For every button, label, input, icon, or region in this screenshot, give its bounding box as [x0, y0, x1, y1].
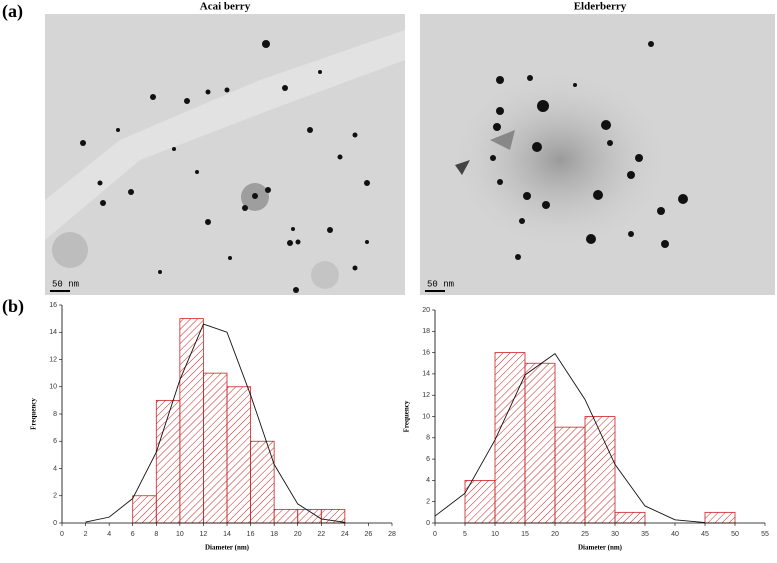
bar [554, 426, 586, 524]
y-tick-label: 12 [49, 356, 57, 363]
x-tick-label: 16 [247, 531, 255, 538]
y-tick-label: 18 [422, 328, 430, 335]
fit-curve [85, 323, 345, 523]
bar [226, 386, 251, 524]
panel-label: (b) [2, 296, 24, 317]
x-tick-label: 12 [200, 531, 208, 538]
bar [614, 511, 646, 524]
bar [584, 416, 616, 524]
y-tick-label: 4 [426, 477, 430, 484]
x-tick-label: 2 [84, 531, 88, 538]
bar [179, 318, 204, 524]
x-tick-label: 24 [341, 531, 349, 538]
x-tick-label: 35 [641, 531, 649, 538]
bar [704, 511, 736, 524]
x-tick-label: 25 [581, 531, 589, 538]
y-tick-label: 0 [53, 520, 57, 527]
x-axis-label: Diameter (nm) [205, 544, 250, 552]
x-tick-label: 14 [223, 531, 231, 538]
y-tick-label: 4 [53, 465, 57, 472]
x-tick-label: 40 [671, 531, 679, 538]
x-tick-label: 10 [491, 531, 499, 538]
bar [524, 362, 556, 524]
bar [273, 508, 299, 524]
x-tick-label: 5 [463, 531, 467, 538]
image-title: Acai berry [200, 1, 251, 13]
y-axis-label: Frequency [403, 400, 411, 432]
tem-image: 50 nm [420, 14, 775, 295]
y-axis-label: Frequency [30, 398, 38, 430]
y-tick-label: 10 [422, 413, 430, 420]
scale-bar-label: 50 nm [52, 279, 79, 289]
y-tick-label: 12 [422, 392, 430, 399]
x-tick-label: 20 [294, 531, 302, 538]
x-axis-label: Diameter (nm) [578, 544, 623, 552]
x-tick-label: 26 [365, 531, 373, 538]
x-tick-label: 22 [317, 531, 325, 538]
x-tick-label: 18 [270, 531, 278, 538]
x-tick-label: 50 [731, 531, 739, 538]
x-tick-label: 4 [107, 531, 111, 538]
x-tick-label: 28 [388, 531, 396, 538]
bar [155, 399, 181, 524]
y-tick-label: 14 [49, 329, 57, 336]
x-tick-label: 0 [60, 531, 64, 538]
y-tick-label: 14 [422, 371, 430, 378]
x-tick-label: 15 [521, 531, 529, 538]
x-tick-label: 30 [611, 531, 619, 538]
scale-bar-label: 50 nm [427, 279, 454, 289]
bar [132, 495, 157, 524]
y-tick-label: 8 [53, 411, 57, 418]
fit-curve [434, 353, 706, 524]
y-tick-label: 20 [422, 307, 430, 314]
y-tick-label: 2 [426, 499, 430, 506]
y-tick-label: 8 [426, 435, 430, 442]
x-tick-label: 20 [551, 531, 559, 538]
y-tick-label: 6 [53, 438, 57, 445]
image-title: Elderberry [574, 1, 627, 13]
y-tick-label: 2 [53, 493, 57, 500]
y-tick-label: 10 [49, 384, 57, 391]
y-tick-label: 6 [426, 456, 430, 463]
x-tick-label: 6 [131, 531, 135, 538]
x-tick-label: 45 [701, 531, 709, 538]
x-tick-label: 0 [433, 531, 437, 538]
tem-image: 50 nm [45, 14, 405, 295]
x-tick-label: 55 [761, 531, 769, 538]
x-tick-label: 10 [176, 531, 184, 538]
y-tick-label: 0 [426, 520, 430, 527]
y-tick-label: 16 [422, 349, 430, 356]
bar [494, 352, 526, 524]
y-tick-label: 16 [49, 302, 57, 309]
bar [464, 479, 496, 524]
bar [203, 372, 228, 524]
x-tick-label: 8 [154, 531, 158, 538]
panel-label: (a) [2, 1, 23, 22]
